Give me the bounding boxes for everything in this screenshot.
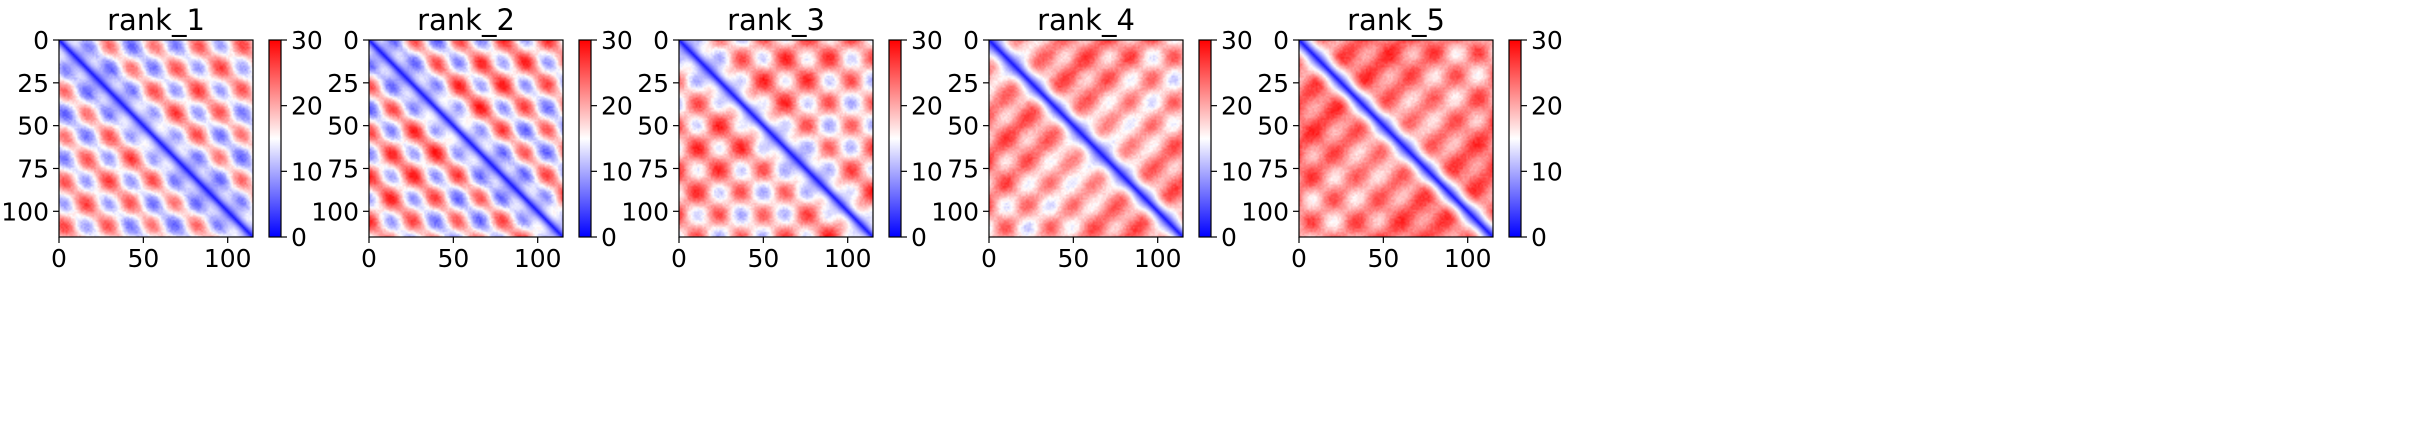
y-tick-label: 100 — [311, 197, 359, 226]
y-tick-label: 75 — [327, 154, 359, 183]
y-tick-label: 0 — [343, 26, 359, 55]
x-tick-label: 100 — [204, 244, 252, 273]
colorbar-tick-label: 20 — [1531, 92, 1563, 121]
colorbar — [888, 39, 902, 238]
y-tick-label: 100 — [1241, 197, 1289, 226]
y-tick-label: 75 — [637, 154, 669, 183]
y-tick-label: 50 — [637, 112, 669, 141]
colorbar-tick-label: 0 — [1531, 223, 1547, 252]
panel-title: rank_4 — [1037, 3, 1135, 37]
x-tick-label: 50 — [747, 244, 779, 273]
y-tick-label: 0 — [1273, 26, 1289, 55]
plot-frame — [1298, 39, 1494, 238]
y-tick-label: 25 — [637, 69, 669, 98]
y-tick-label: 75 — [1257, 154, 1289, 183]
panel-title: rank_3 — [727, 3, 825, 37]
y-tick-label: 100 — [621, 197, 669, 226]
colorbar-tick-label: 10 — [911, 157, 943, 186]
y-tick-label: 50 — [947, 112, 979, 141]
y-tick-label: 100 — [1, 197, 49, 226]
y-tick-label: 75 — [947, 154, 979, 183]
colorbar-tick-label: 30 — [911, 26, 943, 55]
y-tick-label: 0 — [653, 26, 669, 55]
y-tick-label: 75 — [17, 154, 49, 183]
colorbar-tick-label: 30 — [1221, 26, 1253, 55]
colorbar-tick-label: 0 — [291, 223, 307, 252]
x-tick-label: 0 — [51, 244, 67, 273]
colorbar-tick-label: 20 — [911, 92, 943, 121]
colorbar-tick-label: 0 — [1221, 223, 1237, 252]
x-tick-label: 100 — [514, 244, 562, 273]
colorbar-tick-label: 20 — [601, 92, 633, 121]
x-tick-label: 50 — [437, 244, 469, 273]
panel-title: rank_1 — [107, 3, 205, 37]
y-tick-label: 50 — [17, 112, 49, 141]
plot-frame — [988, 39, 1184, 238]
x-tick-label: 50 — [1367, 244, 1399, 273]
x-tick-label: 0 — [361, 244, 377, 273]
y-tick-label: 25 — [327, 69, 359, 98]
colorbar-tick-label: 10 — [1221, 157, 1253, 186]
y-tick-label: 25 — [1257, 69, 1289, 98]
colorbar — [1198, 39, 1212, 238]
x-tick-label: 100 — [824, 244, 872, 273]
colorbar-tick-label: 0 — [911, 223, 927, 252]
colorbar — [268, 39, 282, 238]
x-tick-label: 0 — [671, 244, 687, 273]
plot-frame — [58, 39, 254, 238]
x-tick-label: 50 — [1057, 244, 1089, 273]
plot-frame — [368, 39, 564, 238]
x-tick-label: 0 — [981, 244, 997, 273]
colorbar — [1508, 39, 1522, 238]
y-tick-label: 25 — [17, 69, 49, 98]
heatmap-image — [1299, 40, 1493, 237]
colorbar-tick-label: 0 — [601, 223, 617, 252]
heatmap-image — [369, 40, 563, 237]
colorbar-tick-label: 30 — [601, 26, 633, 55]
heatmap-image — [989, 40, 1183, 237]
x-tick-label: 100 — [1134, 244, 1182, 273]
panel-title: rank_2 — [417, 3, 515, 37]
y-tick-label: 0 — [963, 26, 979, 55]
plot-frame — [678, 39, 874, 238]
colorbar-tick-label: 10 — [601, 157, 633, 186]
colorbar-tick-label: 10 — [1531, 157, 1563, 186]
colorbar-tick-label: 10 — [291, 157, 323, 186]
y-tick-label: 50 — [1257, 112, 1289, 141]
y-tick-label: 25 — [947, 69, 979, 98]
colorbar-tick-label: 30 — [1531, 26, 1563, 55]
x-tick-label: 100 — [1444, 244, 1492, 273]
colorbar-tick-label: 30 — [291, 26, 323, 55]
colorbar — [578, 39, 592, 238]
heatmap-image — [679, 40, 873, 237]
x-tick-label: 0 — [1291, 244, 1307, 273]
colorbar-tick-label: 20 — [1221, 92, 1253, 121]
panel-title: rank_5 — [1347, 3, 1445, 37]
y-tick-label: 0 — [33, 26, 49, 55]
x-tick-label: 50 — [127, 244, 159, 273]
y-tick-label: 50 — [327, 112, 359, 141]
y-tick-label: 100 — [931, 197, 979, 226]
heatmap-image — [59, 40, 253, 237]
colorbar-tick-label: 20 — [291, 92, 323, 121]
